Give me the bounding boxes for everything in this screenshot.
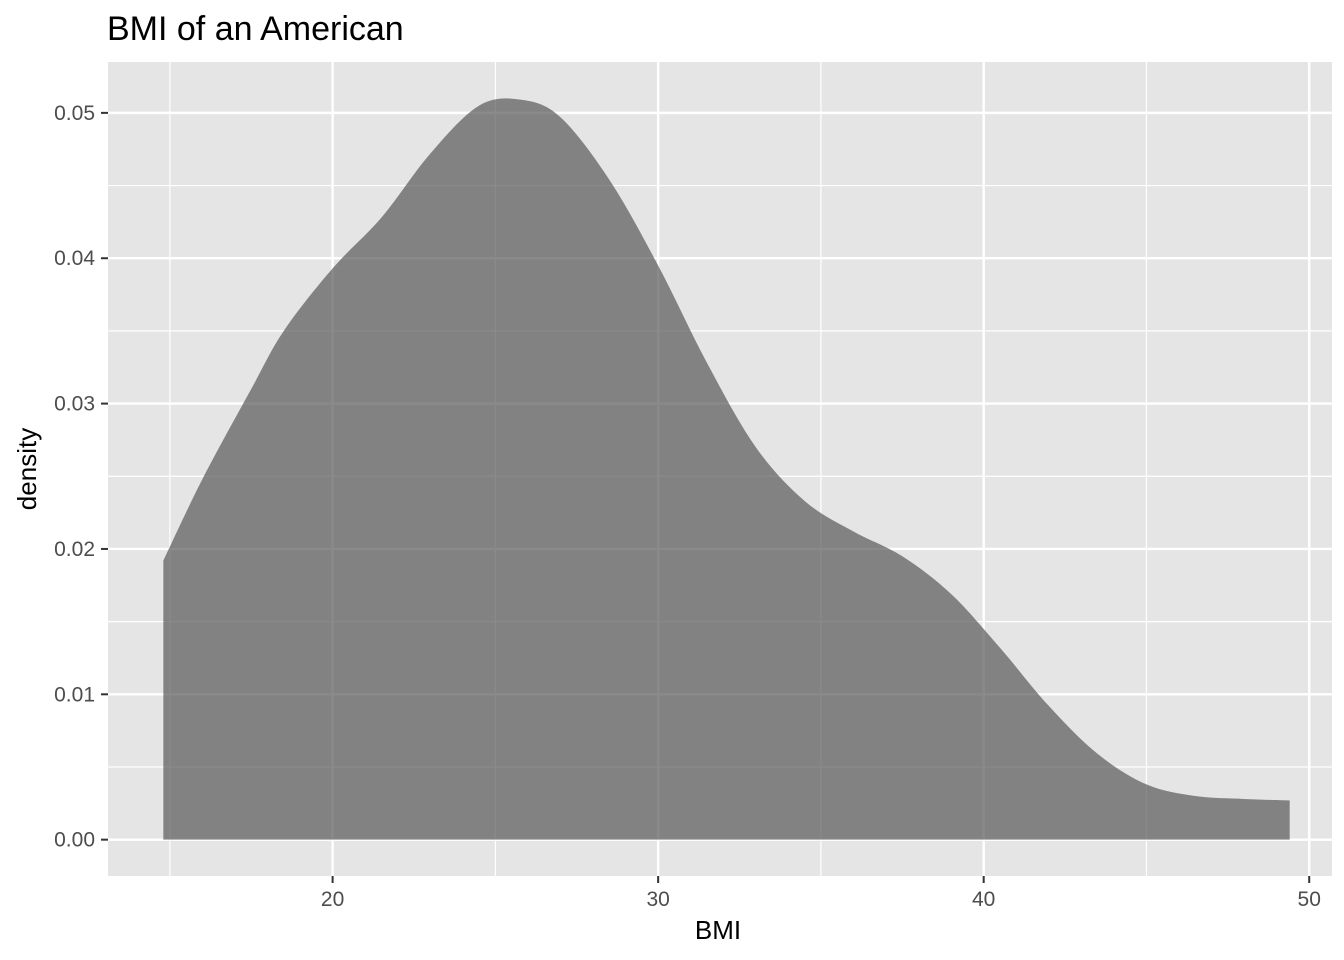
chart-title: BMI of an American: [107, 10, 404, 48]
x-axis-title: BMI: [695, 915, 741, 945]
y-axis-title: density: [12, 428, 42, 510]
x-axis: 20 30 40 50: [321, 876, 1321, 911]
y-axis: 0.00 0.01 0.02 0.03 0.04 0.05: [54, 102, 108, 852]
y-tick-label: 0.00: [54, 829, 95, 852]
y-tick-label: 0.03: [54, 393, 95, 416]
y-tick-label: 0.02: [54, 538, 95, 561]
x-tick-label: 50: [1298, 888, 1321, 911]
x-tick-label: 40: [972, 888, 995, 911]
y-tick-label: 0.01: [54, 683, 95, 706]
x-tick-label: 20: [321, 888, 344, 911]
y-tick-label: 0.05: [54, 102, 95, 125]
x-tick-label: 30: [646, 888, 669, 911]
density-area: [163, 98, 1290, 840]
y-tick-label: 0.04: [54, 247, 95, 270]
